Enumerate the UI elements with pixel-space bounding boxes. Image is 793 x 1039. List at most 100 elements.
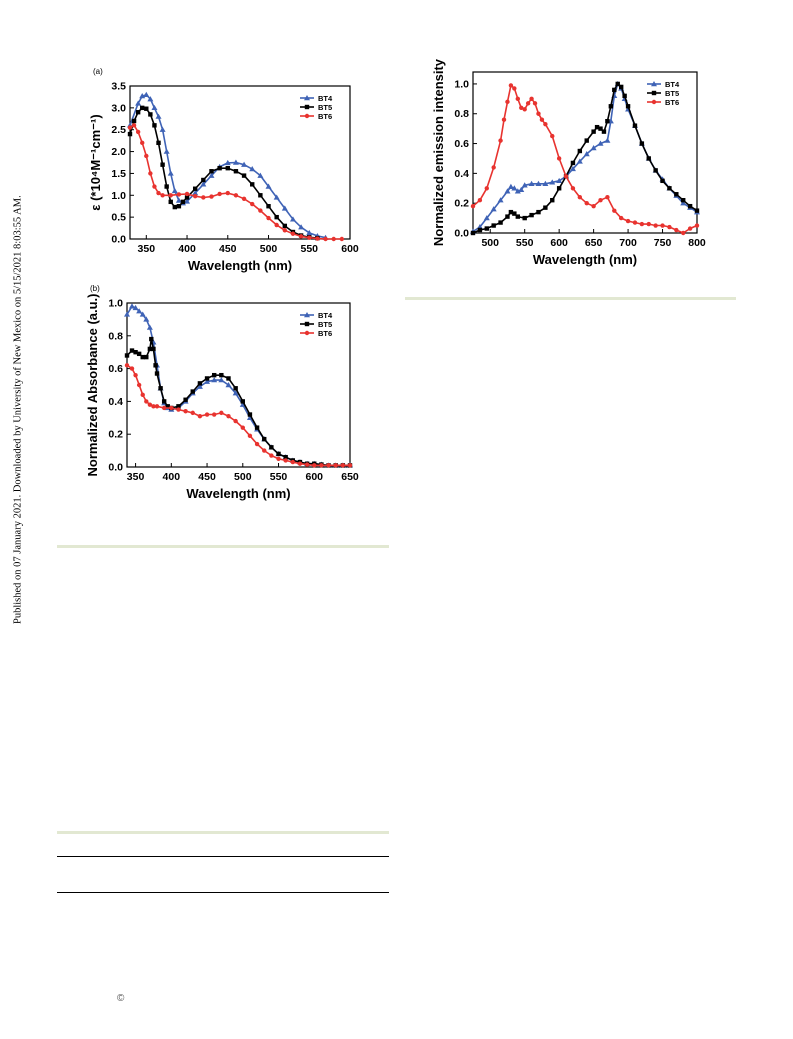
series-bt6 (470, 83, 700, 236)
data-point (140, 354, 145, 360)
data-point (319, 463, 324, 468)
data-point (233, 386, 238, 391)
x-tick-label: 400 (178, 243, 196, 255)
data-point (169, 405, 174, 411)
legend-marker (304, 330, 310, 336)
legend-marker (651, 81, 657, 87)
data-point (584, 138, 589, 143)
data-point (183, 409, 188, 414)
data-point (241, 161, 248, 167)
data-point (326, 463, 331, 468)
data-point (232, 159, 239, 165)
data-point (129, 348, 135, 353)
y-tick-label: 0.6 (108, 363, 123, 375)
data-point (687, 226, 693, 231)
data-point (490, 206, 497, 212)
data-point (598, 126, 603, 131)
data-point (135, 129, 141, 135)
data-point (152, 184, 157, 189)
data-point (569, 165, 576, 172)
y-tick-label: 3.0 (111, 102, 126, 114)
data-point (204, 412, 210, 417)
data-point (605, 195, 610, 200)
data-point (219, 410, 224, 416)
data-point (184, 198, 191, 204)
data-point (604, 137, 611, 143)
data-point (542, 180, 549, 187)
x-tick-label: 800 (688, 237, 706, 249)
data-point (250, 182, 255, 187)
data-point (197, 381, 203, 386)
data-point (184, 195, 190, 200)
y-tick-label: 1.0 (111, 190, 126, 202)
data-point (250, 201, 255, 207)
data-point (176, 192, 182, 197)
data-point (331, 236, 336, 242)
data-point (127, 131, 133, 137)
divider-left-2 (57, 831, 389, 834)
data-point (522, 215, 527, 221)
table-top-rule (57, 856, 389, 857)
data-point (605, 118, 610, 124)
data-point (674, 192, 679, 197)
data-point (484, 186, 489, 191)
data-point (536, 111, 541, 116)
data-point (274, 222, 279, 228)
x-axis-label: Wavelength (nm) (188, 258, 292, 273)
x-tick-label: 400 (163, 471, 181, 483)
data-point (315, 236, 320, 241)
data-point (290, 459, 296, 465)
data-point (550, 133, 555, 139)
data-point (154, 371, 160, 376)
data-point (694, 223, 700, 228)
data-point (498, 220, 503, 225)
data-point (143, 91, 150, 97)
data-point (687, 203, 693, 209)
data-point (136, 382, 142, 388)
panel-label: (a) (93, 67, 103, 76)
data-point (200, 181, 207, 187)
data-point (274, 214, 279, 220)
data-point (529, 96, 534, 102)
data-point (201, 177, 206, 183)
data-point (470, 230, 476, 236)
data-point (276, 456, 281, 461)
data-point (694, 208, 700, 213)
data-point (254, 425, 260, 430)
x-tick-label: 550 (516, 237, 534, 249)
x-tick-label: 550 (300, 243, 318, 255)
data-point (135, 110, 141, 115)
legend-marker (304, 312, 310, 318)
data-point (217, 165, 222, 171)
data-point (192, 193, 198, 199)
data-point (151, 104, 158, 111)
data-point (680, 200, 687, 206)
data-point (190, 389, 195, 394)
data-point (165, 404, 170, 409)
data-point (211, 372, 217, 378)
data-point (225, 165, 230, 171)
plot-frame (472, 71, 698, 234)
data-point (519, 105, 524, 110)
data-point (681, 230, 686, 236)
data-point (269, 445, 274, 450)
y-axis-label: Normalized Absorbance (a.u.) (85, 294, 100, 477)
data-point (304, 462, 310, 467)
data-point (576, 158, 583, 164)
series-line (472, 84, 698, 234)
data-point (501, 117, 507, 122)
data-point (298, 224, 305, 230)
data-point (282, 223, 288, 229)
data-point (681, 198, 686, 203)
data-point (491, 165, 496, 170)
data-point (535, 180, 542, 187)
data-point (598, 198, 603, 203)
data-point (218, 377, 225, 383)
data-point (625, 104, 631, 109)
y-tick-label: 0.0 (454, 228, 469, 240)
data-point (632, 123, 638, 128)
data-point (160, 162, 165, 167)
data-point (197, 413, 203, 419)
x-axis-label: Wavelength (nm) (186, 486, 290, 501)
